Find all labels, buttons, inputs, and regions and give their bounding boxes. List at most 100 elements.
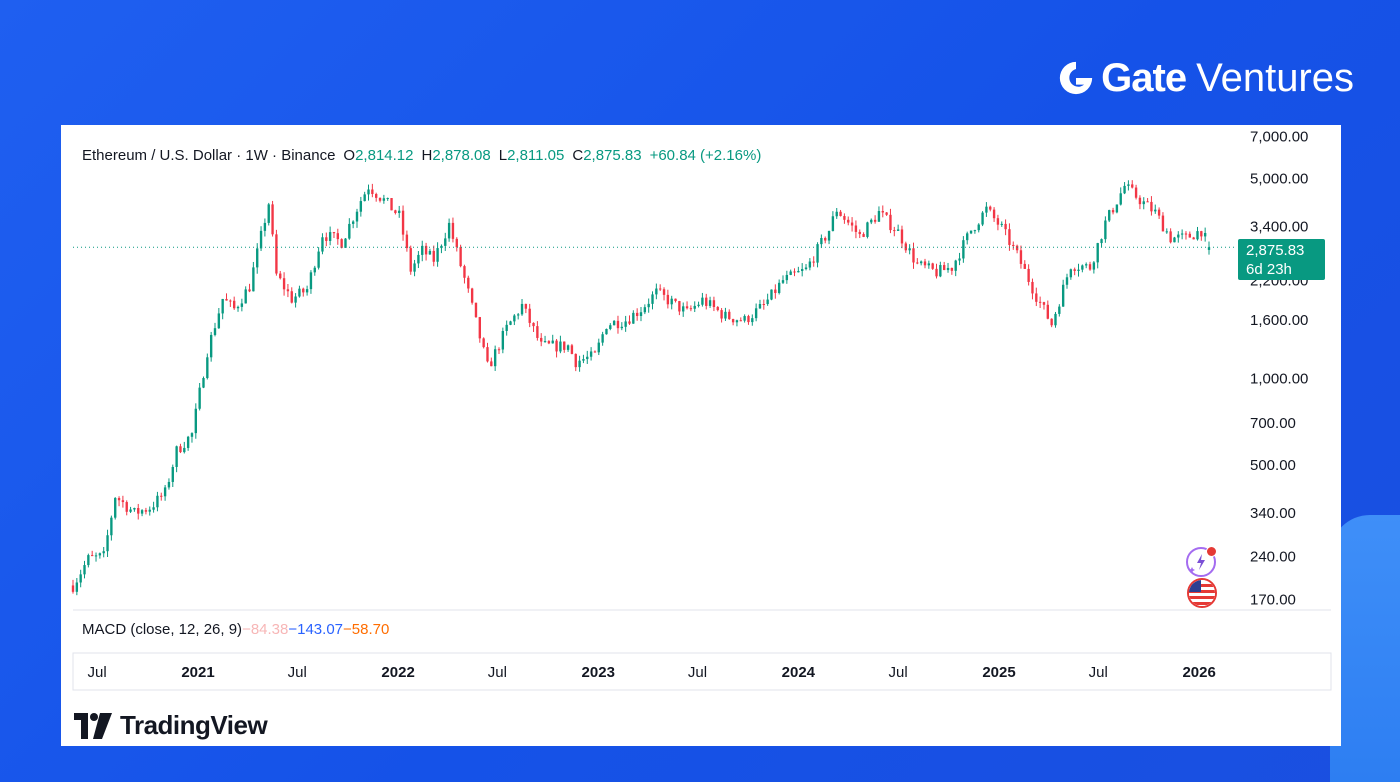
candle-body <box>1142 201 1145 205</box>
candle-body <box>962 240 965 259</box>
x-tick-label: Jul <box>288 664 307 681</box>
candle-body <box>540 337 543 342</box>
candle-body <box>332 232 336 234</box>
candle-body <box>1015 245 1019 251</box>
candle-body <box>820 237 823 245</box>
candle-body <box>701 297 704 305</box>
candle-body <box>248 289 251 292</box>
us-flag-icon[interactable] <box>1187 578 1217 608</box>
x-tick-label: 2022 <box>381 664 414 681</box>
candle-body <box>183 447 186 453</box>
candle-body <box>359 201 363 212</box>
macd-value-1: −84.38 <box>242 621 289 638</box>
candle-body <box>497 349 501 351</box>
candle-body <box>632 312 635 324</box>
y-tick-label: 3,400.00 <box>1250 218 1308 235</box>
candle-body <box>348 223 351 239</box>
candle-body <box>482 338 485 348</box>
ai-assistant-icon[interactable] <box>1186 546 1217 577</box>
candle-body <box>651 294 654 304</box>
candle-body <box>186 436 190 448</box>
candle-body <box>758 304 762 309</box>
candle-body <box>731 319 735 323</box>
candle-body <box>478 317 481 339</box>
candle-body <box>167 481 171 488</box>
candle-body <box>563 341 566 350</box>
candle-body <box>279 273 282 279</box>
candle-body <box>1127 184 1130 186</box>
candle-body <box>71 585 75 592</box>
price-chart[interactable]: 7,000.005,000.003,400.002,200.001,600.00… <box>61 125 1341 746</box>
candle-body <box>582 359 585 361</box>
candle-body <box>87 555 90 566</box>
candle-body <box>908 248 911 251</box>
candle-body <box>797 270 800 273</box>
candle-body <box>969 230 973 234</box>
candle-body <box>1119 193 1122 205</box>
candle-body <box>294 296 297 303</box>
candle-body <box>578 360 581 368</box>
candle-body <box>1169 231 1172 243</box>
candle-body <box>501 330 505 350</box>
candle-body <box>217 313 221 329</box>
candle-body <box>1077 269 1080 271</box>
candle-body <box>1131 184 1134 188</box>
candle-body <box>309 272 313 290</box>
candle-body <box>133 508 136 510</box>
candle-body <box>1054 313 1057 326</box>
candle-body <box>386 198 389 200</box>
candle-body <box>597 342 600 353</box>
candle-body <box>977 224 980 231</box>
candle-body <box>117 498 121 501</box>
candle-body <box>520 303 524 315</box>
candle-body <box>1019 250 1023 264</box>
symbol-title: Ethereum / U.S. Dollar · 1W · Binance <box>82 147 336 164</box>
x-tick-label: 2023 <box>582 664 615 681</box>
candle-body <box>966 233 969 241</box>
candle-body <box>121 500 125 503</box>
candle-body <box>313 267 316 273</box>
x-tick-label: Jul <box>1089 664 1108 681</box>
candle-body <box>1058 306 1061 314</box>
candle-body <box>724 311 727 319</box>
candle-body <box>770 289 773 300</box>
candle-body <box>766 299 769 305</box>
candle-body <box>935 268 938 277</box>
candle-body <box>1184 233 1188 235</box>
candle-body <box>94 555 98 557</box>
candle-body <box>808 261 812 268</box>
candle-body <box>593 351 597 353</box>
candle-body <box>835 211 838 217</box>
candle-body <box>1188 233 1191 238</box>
candle-body <box>160 495 163 497</box>
candle-body <box>996 218 1000 225</box>
candle-body <box>1061 284 1065 307</box>
candle-body <box>271 204 274 235</box>
candle-body <box>110 517 113 536</box>
candle-body <box>252 267 255 292</box>
candle-body <box>620 326 623 329</box>
candle-body <box>302 288 305 293</box>
candle-body <box>662 289 666 295</box>
candle-body <box>601 334 604 343</box>
candle-body <box>493 349 497 367</box>
candle-body <box>1096 243 1099 263</box>
candle-body <box>129 509 132 512</box>
candle-body <box>785 274 789 281</box>
candle-body <box>221 298 224 314</box>
candle-body <box>647 303 650 308</box>
candle-body <box>666 294 670 305</box>
candle-body <box>655 288 658 295</box>
candle-body <box>720 310 723 319</box>
candle-body <box>1150 201 1153 212</box>
candle-body <box>958 258 961 261</box>
candle-body <box>390 198 393 211</box>
candle-body <box>98 553 102 556</box>
candle-body <box>858 231 861 235</box>
candle-body <box>777 282 781 293</box>
candle-body <box>140 510 144 514</box>
candle-body <box>639 312 643 316</box>
x-tick-label: Jul <box>889 664 908 681</box>
candle-body <box>1154 209 1157 212</box>
candle-body <box>486 347 489 362</box>
